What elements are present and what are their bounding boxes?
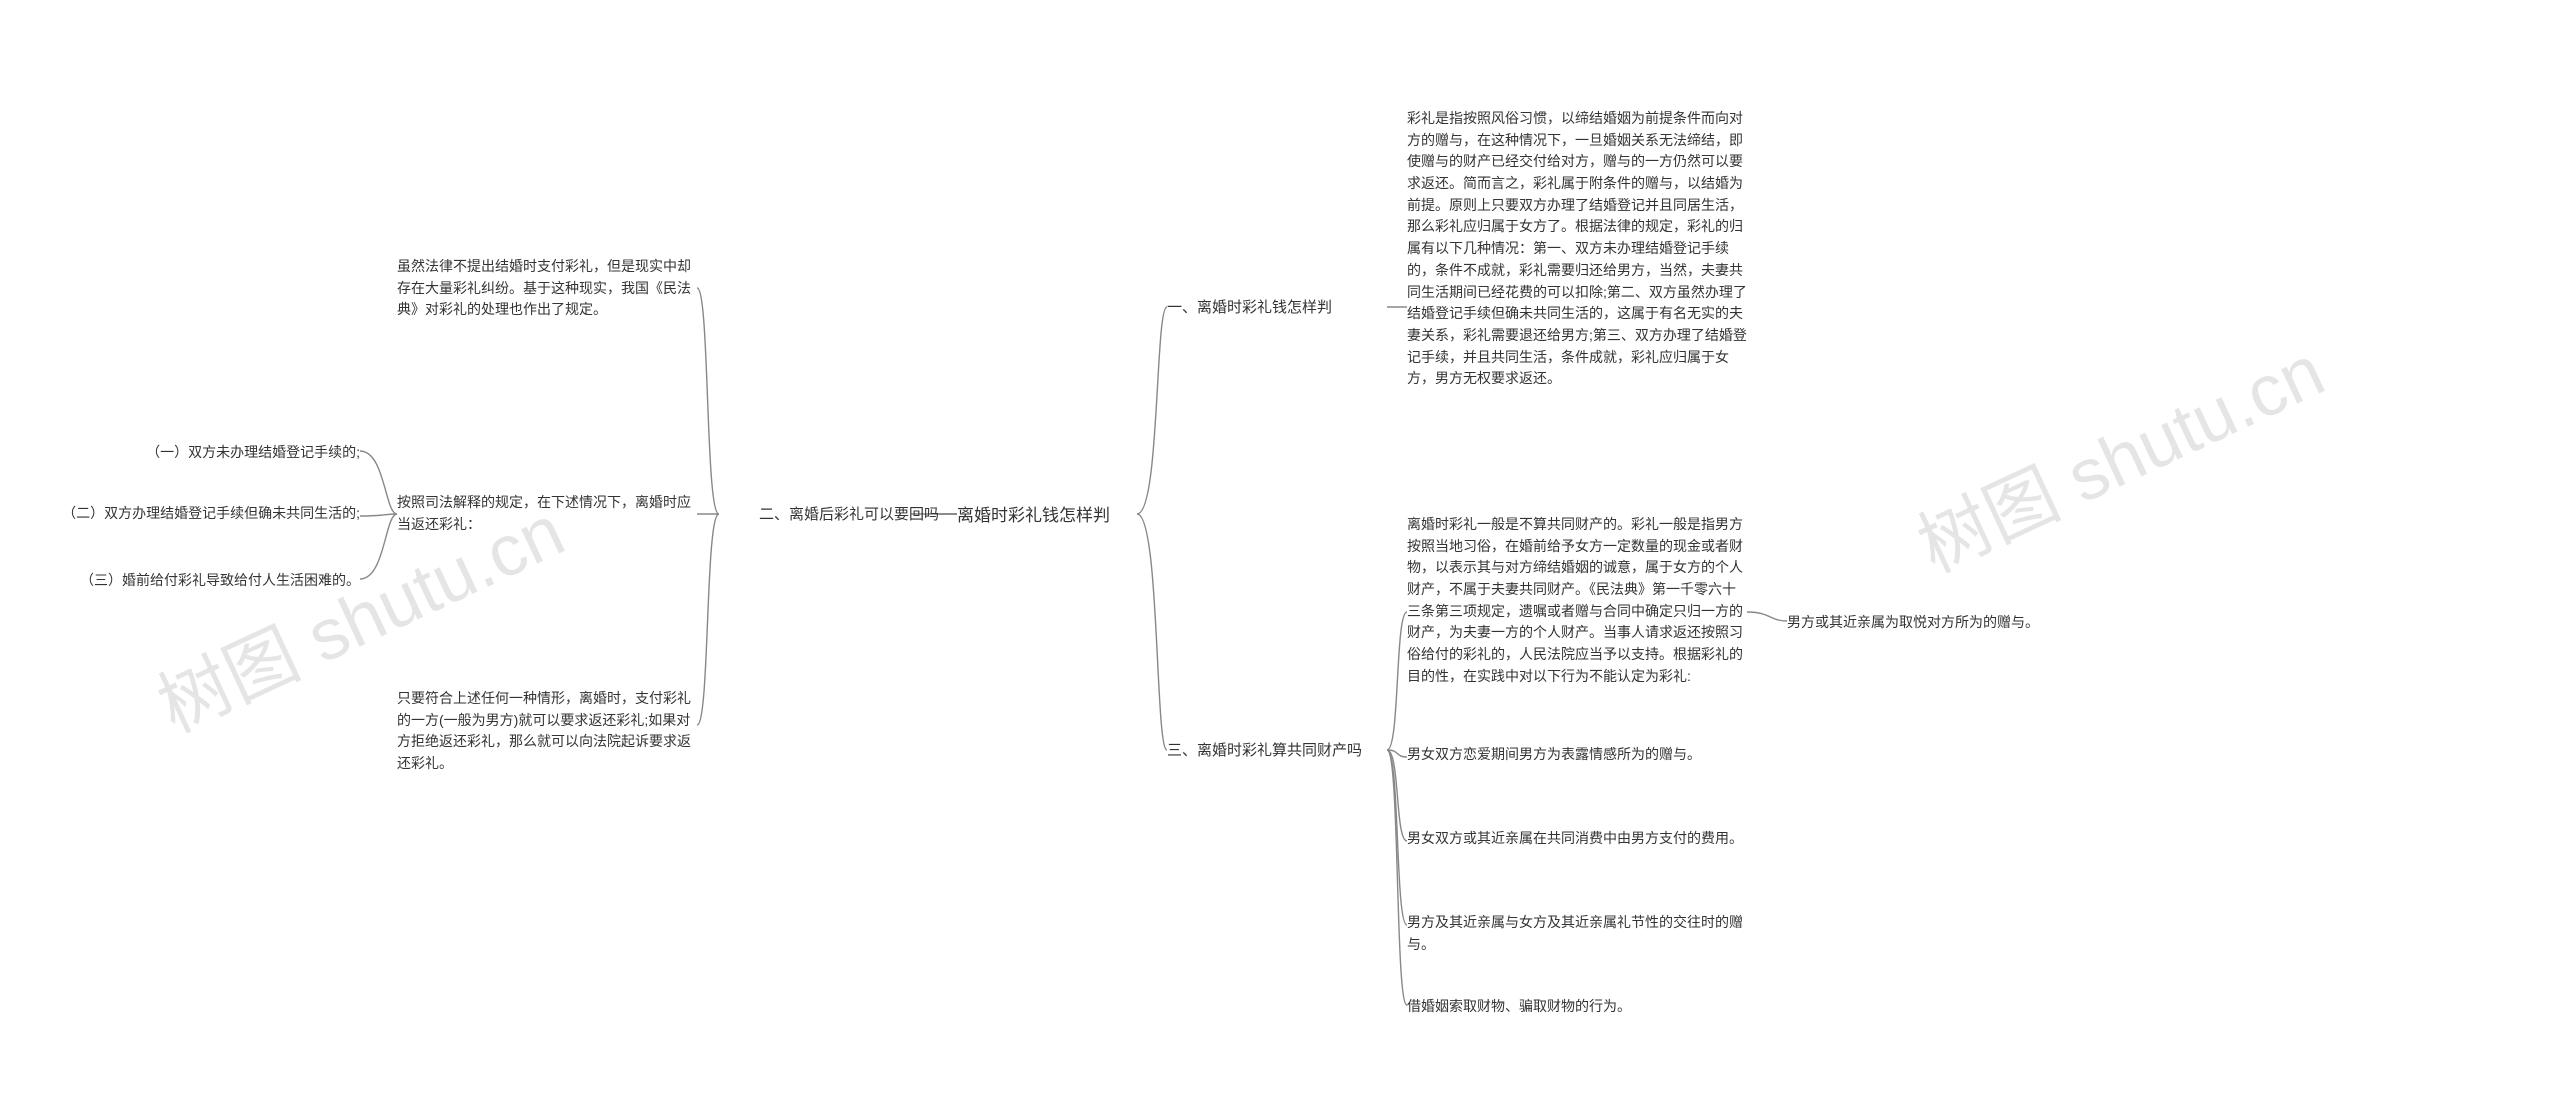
section-3-child-3: 男女双方或其近亲属在共同消费中由男方支付的费用。 [1407, 828, 1747, 850]
section-1[interactable]: 一、离婚时彩礼钱怎样判 [1167, 296, 1387, 319]
section-3-child-5: 借婚姻索取财物、骗取财物的行为。 [1407, 996, 1747, 1018]
section-2-child-2-sub-3: （三）婚前给付彩礼导致给付人生活困难的。 [60, 570, 360, 592]
section-2-child-2: 按照司法解释的规定，在下述情况下，离婚时应当返还彩礼： [397, 492, 697, 535]
section-1-detail: 彩礼是指按照风俗习惯，以缔结婚姻为前提条件而向对方的赠与，在这种情况下，一旦婚姻… [1407, 108, 1747, 390]
section-3-child-4: 男方及其近亲属与女方及其近亲属礼节性的交往时的赠与。 [1407, 912, 1747, 955]
section-3-child-2: 男女双方恋爱期间男方为表露情感所为的赠与。 [1407, 744, 1747, 766]
section-2-child-2-sub-1: （一）双方未办理结婚登记手续的; [60, 442, 360, 464]
section-2-child-1: 虽然法律不提出结婚时支付彩礼，但是现实中却存在大量彩礼纠纷。基于这种现实，我国《… [397, 256, 697, 321]
section-2-child-2-sub-2: （二）双方办理结婚登记手续但确未共同生活的; [60, 503, 360, 525]
section-3-child-1-sub: 男方或其近亲属为取悦对方所为的赠与。 [1787, 612, 2127, 634]
section-2[interactable]: 二、离婚后彩礼可以要回吗 [719, 503, 939, 526]
root-node[interactable]: 离婚时彩礼钱怎样判 [957, 503, 1137, 529]
section-3-child-1: 离婚时彩礼一般是不算共同财产的。彩礼一般是指男方按照当地习俗，在婚前给予女方一定… [1407, 514, 1747, 688]
section-3[interactable]: 三、离婚时彩礼算共同财产吗 [1167, 739, 1387, 762]
section-2-child-3: 只要符合上述任何一种情形，离婚时，支付彩礼的一方(一般为男方)就可以要求返还彩礼… [397, 688, 697, 775]
mindmap-connectors [0, 0, 2560, 1107]
watermark-2: 树图 shutu.cn [1898, 313, 2338, 593]
